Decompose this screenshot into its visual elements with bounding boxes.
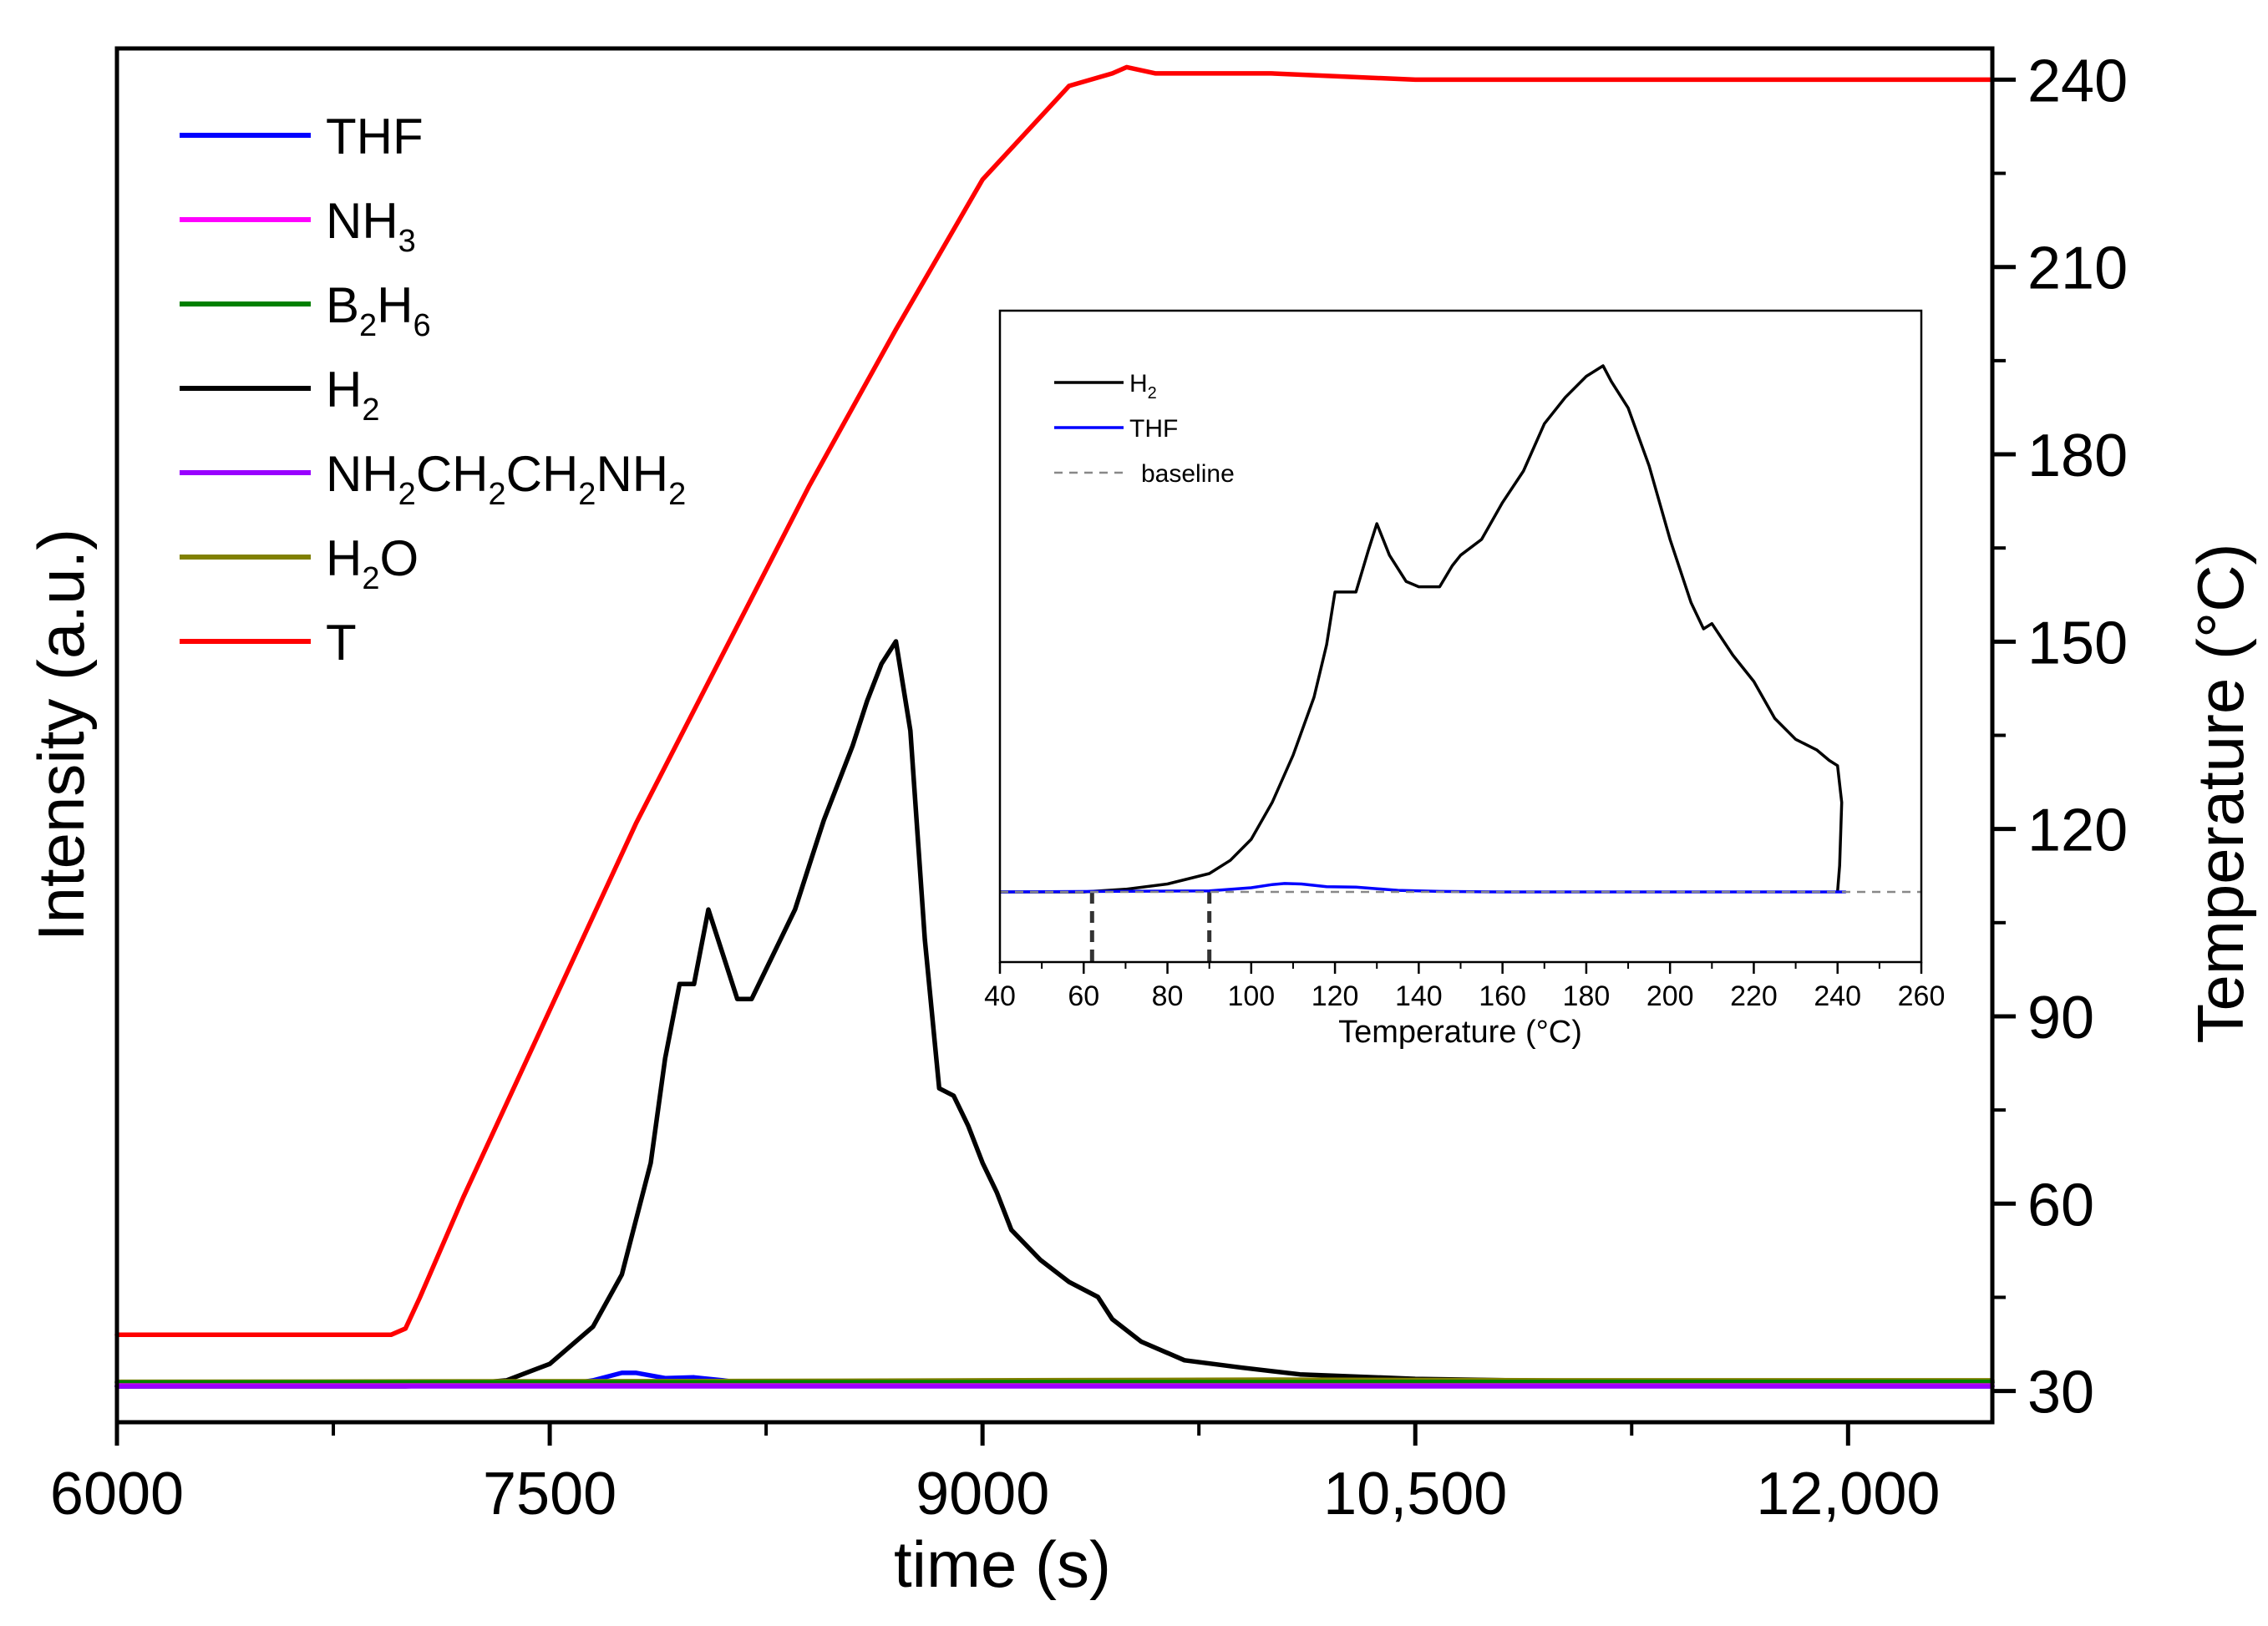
inset-x-tick-label: 220	[1730, 980, 1778, 1012]
x-tick-label: 6000	[50, 1461, 184, 1527]
inset-series-line-thf	[999, 882, 1846, 894]
series-line-t	[114, 64, 1995, 1338]
inset-legend: H2 THF baseline	[1054, 370, 1235, 488]
legend-label-en: NH2CH2CH2NH2	[326, 446, 686, 512]
legend-label-b2h6: B2H6	[326, 277, 431, 343]
x-axis-label: time (s)	[894, 1527, 1111, 1601]
x-tick-label: 9000	[916, 1461, 1049, 1527]
main-series-group	[114, 64, 1995, 1389]
y-right-tick-label: 150	[2027, 610, 2128, 676]
inset-series-line-h2	[1000, 364, 1844, 894]
y-right-tick-label: 90	[2027, 985, 2094, 1051]
y-right-tick-label: 30	[2027, 1360, 2094, 1426]
legend-label-h2: H2	[326, 362, 379, 428]
legend-label-thf: THF	[326, 109, 424, 165]
y-right-tick-label: 240	[2027, 48, 2128, 114]
inset-x-tick-label: 160	[1479, 980, 1526, 1012]
inset-x-tick-label: 80	[1152, 980, 1184, 1012]
inset-x-tick-label: 260	[1898, 980, 1946, 1012]
inset-x-tick-label: 200	[1646, 980, 1694, 1012]
x-tick-label: 7500	[483, 1461, 616, 1527]
inset-x-tick-label: 100	[1227, 980, 1275, 1012]
inset-series-group	[999, 364, 1921, 962]
y-axis-left-label: Intensity (a.u.)	[24, 529, 98, 941]
y-right-tick-label: 120	[2027, 798, 2128, 864]
inset-x-tick-label: 60	[1068, 980, 1099, 1012]
inset-x-tick-label: 120	[1312, 980, 1359, 1012]
series-line-b2h6	[114, 1379, 1995, 1385]
y-axis-right-label: Temperature (°C)	[2184, 543, 2257, 1043]
x-tick-label: 12,000	[1756, 1461, 1940, 1527]
inset-x-tick-label: 40	[984, 980, 1016, 1012]
inset-x-tick-label: 140	[1395, 980, 1443, 1012]
inset-tick-group: 40 60 80 100 120 140 160 180 200 220 240 260	[984, 962, 1945, 1012]
inset-x-axis-label: Temperature (°C)	[1338, 1015, 1582, 1050]
main-legend: THF NH3 B2H6 H2 NH2CH2CH2NH2 H2O T	[180, 109, 686, 671]
legend-label-nh3: NH3	[326, 193, 416, 259]
inset-legend-label-ibase: baseline	[1141, 460, 1235, 488]
y-right-tick-label: 210	[2027, 236, 2128, 302]
main-tick-group: 6000 7500 9000 10,500 12,000 30 60 90 120 150 180 2…	[50, 48, 2128, 1527]
inset-x-tick-label: 180	[1563, 980, 1611, 1012]
inset-x-tick-label: 240	[1814, 980, 1861, 1012]
inset-background	[1000, 311, 1921, 962]
inset-legend-label-ithf: THF	[1129, 415, 1178, 443]
legend-label-h2o: H2O	[326, 530, 419, 596]
y-right-tick-label: 60	[2027, 1172, 2094, 1238]
legend-label-t: T	[326, 615, 357, 671]
inset-legend-label-ih2: H2	[1129, 370, 1157, 403]
x-tick-label: 10,500	[1323, 1461, 1507, 1527]
series-line-h2	[114, 639, 1995, 1389]
y-right-tick-label: 180	[2027, 423, 2128, 489]
